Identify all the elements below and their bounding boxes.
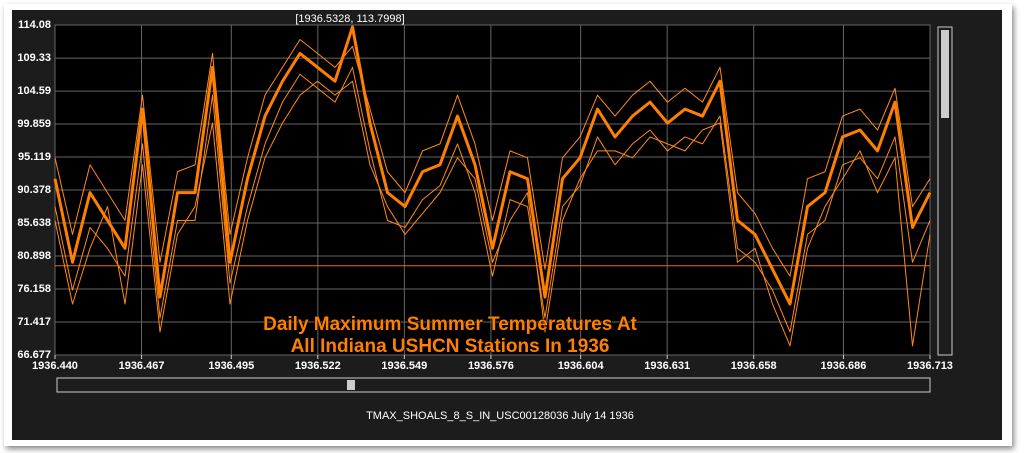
y-tick-label: 76.158 <box>17 283 51 295</box>
x-tick-label: 1936.495 <box>208 360 254 372</box>
caption: TMAX_SHOALS_8_S_IN_USC00128036 July 14 1… <box>366 410 634 422</box>
vertical-scroll-thumb[interactable] <box>941 30 949 118</box>
overlay-title: All Indiana USHCN Stations In 1936 <box>291 336 610 357</box>
x-tick-label: 1936.549 <box>381 360 427 372</box>
y-tick-label: 104.59 <box>17 85 51 97</box>
point-label: [1936.5328, 113.7998] <box>295 13 404 25</box>
x-tick-label: 1936.631 <box>644 360 690 372</box>
overlay-title: Daily Maximum Summer Temperatures At <box>263 314 637 335</box>
horizontal-scroll-thumb[interactable] <box>347 380 355 390</box>
y-tick-label: 85.638 <box>17 217 51 229</box>
series-line <box>53 25 932 306</box>
x-tick-label: 1936.713 <box>907 360 953 372</box>
x-tick-label: 1936.604 <box>558 360 605 372</box>
series-line <box>54 38 931 277</box>
y-tick-label: 114.08 <box>18 19 51 31</box>
y-tick-label: 95.119 <box>18 151 51 163</box>
x-tick-label: 1936.686 <box>821 360 867 372</box>
y-tick-label: 71.417 <box>17 316 51 328</box>
y-tick-label: 90.378 <box>17 184 51 196</box>
x-tick-label: 1936.576 <box>468 360 514 372</box>
y-tick-label: 66.677 <box>17 349 51 361</box>
y-tick-label: 80.898 <box>17 250 51 262</box>
lines <box>53 25 932 347</box>
x-tick-label: 1936.522 <box>295 360 341 372</box>
y-tick-label: 99.859 <box>17 118 51 130</box>
x-tick-label: 1936.658 <box>731 360 777 372</box>
series-line <box>54 80 931 347</box>
labels: 66.677 71.417 76.158 80.898 85.638 90.378 95.1… <box>17 19 953 372</box>
horizontal-scrollbar[interactable] <box>56 377 931 393</box>
x-tick-label: 1936.440 <box>32 360 78 372</box>
x-tick-label: 1936.467 <box>119 360 165 372</box>
y-tick-label: 109.33 <box>17 52 51 64</box>
